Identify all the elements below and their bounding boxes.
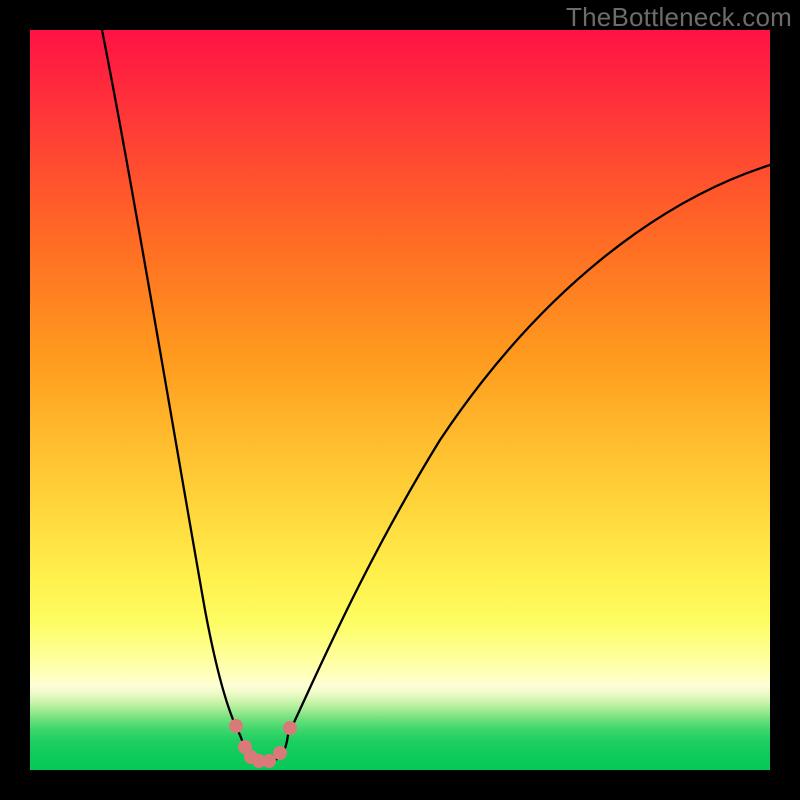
watermark-text: TheBottleneck.com (566, 2, 792, 33)
plot-background (30, 30, 770, 770)
valley-marker (273, 746, 287, 760)
valley-marker (283, 721, 297, 735)
valley-marker (229, 719, 243, 733)
chart-container: TheBottleneck.com (0, 0, 800, 800)
bottleneck-chart (0, 0, 800, 800)
